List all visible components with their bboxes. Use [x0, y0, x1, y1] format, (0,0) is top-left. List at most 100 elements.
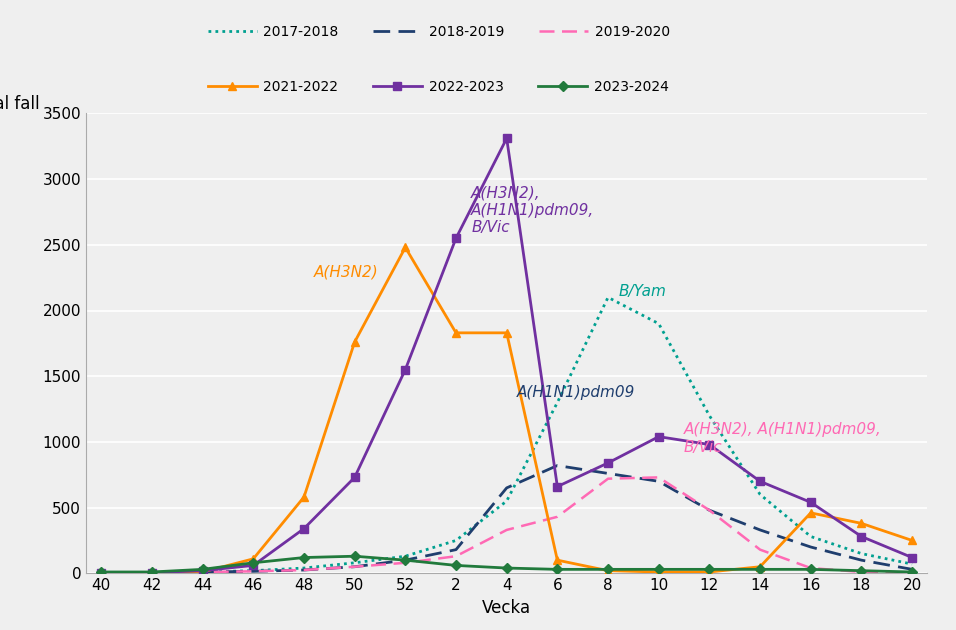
- 2019-2020: [248, 568, 259, 575]
- Y-axis label: Antal fall: Antal fall: [0, 95, 40, 113]
- 2022-2023: [856, 533, 867, 541]
- 2019-2020: [805, 564, 816, 572]
- 2019-2020: [906, 569, 918, 576]
- 2017-2018: [805, 533, 816, 541]
- 2018-2019: [349, 563, 360, 571]
- 2022-2023: [349, 474, 360, 481]
- 2017-2018: [96, 569, 107, 576]
- 2021-2022: [856, 520, 867, 527]
- 2018-2019: [146, 569, 158, 576]
- 2018-2019: [96, 569, 107, 576]
- 2023-2024: [400, 556, 411, 564]
- 2017-2018: [754, 491, 766, 498]
- 2022-2023: [754, 478, 766, 485]
- 2021-2022: [298, 493, 310, 501]
- 2022-2023: [400, 366, 411, 374]
- 2022-2023: [552, 483, 563, 490]
- 2018-2019: [805, 543, 816, 551]
- 2017-2018: [248, 567, 259, 575]
- Text: A(H1N1)pdm09: A(H1N1)pdm09: [517, 386, 635, 401]
- 2021-2022: [501, 329, 512, 336]
- 2023-2024: [501, 564, 512, 572]
- 2019-2020: [400, 559, 411, 566]
- X-axis label: Vecka: Vecka: [482, 598, 532, 617]
- 2021-2022: [349, 338, 360, 346]
- 2021-2022: [653, 568, 664, 576]
- 2019-2020: [96, 569, 107, 576]
- 2018-2019: [298, 566, 310, 574]
- 2019-2020: [197, 568, 208, 576]
- 2022-2023: [501, 135, 512, 142]
- 2023-2024: [349, 553, 360, 560]
- 2023-2024: [248, 559, 259, 566]
- Line: 2017-2018: 2017-2018: [101, 297, 912, 573]
- 2021-2022: [248, 555, 259, 563]
- 2017-2018: [501, 497, 512, 505]
- 2022-2023: [906, 554, 918, 561]
- 2022-2023: [805, 498, 816, 506]
- 2018-2019: [197, 568, 208, 576]
- 2019-2020: [653, 474, 664, 481]
- 2018-2019: [552, 462, 563, 469]
- 2022-2023: [197, 567, 208, 575]
- 2023-2024: [552, 566, 563, 573]
- 2018-2019: [754, 526, 766, 534]
- 2022-2023: [248, 561, 259, 569]
- 2018-2019: [602, 469, 614, 477]
- 2018-2019: [248, 568, 259, 575]
- 2017-2018: [298, 564, 310, 572]
- Line: 2021-2022: 2021-2022: [98, 243, 916, 577]
- 2019-2020: [298, 566, 310, 574]
- 2019-2020: [450, 553, 462, 560]
- Line: 2018-2019: 2018-2019: [101, 466, 912, 573]
- Line: 2019-2020: 2019-2020: [101, 478, 912, 573]
- 2019-2020: [146, 569, 158, 576]
- 2017-2018: [197, 568, 208, 576]
- 2021-2022: [552, 556, 563, 564]
- 2017-2018: [450, 537, 462, 544]
- 2019-2020: [349, 563, 360, 571]
- 2023-2024: [450, 561, 462, 569]
- 2023-2024: [96, 568, 107, 576]
- 2017-2018: [146, 569, 158, 576]
- 2019-2020: [552, 513, 563, 520]
- 2022-2023: [653, 433, 664, 440]
- 2018-2019: [653, 478, 664, 485]
- 2018-2019: [704, 507, 715, 514]
- 2017-2018: [653, 320, 664, 328]
- 2019-2020: [754, 546, 766, 553]
- 2023-2024: [653, 566, 664, 573]
- 2018-2019: [856, 556, 867, 564]
- 2022-2023: [146, 569, 158, 576]
- 2021-2022: [450, 329, 462, 336]
- 2017-2018: [602, 294, 614, 301]
- 2022-2023: [602, 459, 614, 467]
- 2019-2020: [602, 475, 614, 483]
- 2022-2023: [298, 525, 310, 532]
- 2017-2018: [552, 399, 563, 406]
- 2021-2022: [754, 563, 766, 571]
- 2023-2024: [805, 566, 816, 573]
- Text: A(H3N2), A(H1N1)pdm09,
B/Vic: A(H3N2), A(H1N1)pdm09, B/Vic: [684, 422, 881, 455]
- 2023-2024: [197, 566, 208, 573]
- 2017-2018: [400, 553, 411, 560]
- 2017-2018: [856, 550, 867, 558]
- 2022-2023: [704, 441, 715, 449]
- 2023-2024: [146, 568, 158, 576]
- Text: B/Yam: B/Yam: [619, 284, 666, 299]
- Text: A(H3N2),
A(H1N1)pdm09,
B/Vic: A(H3N2), A(H1N1)pdm09, B/Vic: [471, 186, 595, 236]
- Line: 2022-2023: 2022-2023: [98, 134, 916, 577]
- Legend: 2021-2022, 2022-2023, 2023-2024: 2021-2022, 2022-2023, 2023-2024: [203, 74, 674, 100]
- 2023-2024: [298, 554, 310, 561]
- 2021-2022: [400, 244, 411, 251]
- 2019-2020: [856, 568, 867, 576]
- 2018-2019: [400, 556, 411, 564]
- 2018-2019: [450, 546, 462, 553]
- 2021-2022: [906, 537, 918, 544]
- 2021-2022: [96, 569, 107, 576]
- 2019-2020: [501, 526, 512, 534]
- 2023-2024: [602, 566, 614, 573]
- 2023-2024: [704, 566, 715, 573]
- 2019-2020: [704, 507, 715, 514]
- 2022-2023: [96, 569, 107, 576]
